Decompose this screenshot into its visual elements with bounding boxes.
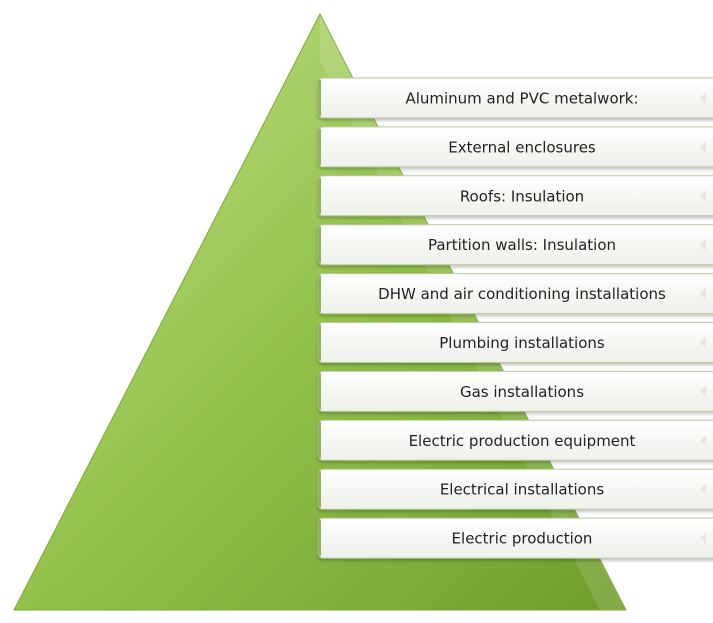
item-list: Aluminum and PVC metalwork: External encl… <box>317 77 713 559</box>
item-box-edge <box>318 80 321 116</box>
item-label: Aluminum and PVC metalwork: <box>405 90 638 108</box>
item-box-edge <box>318 471 321 508</box>
item-arrow <box>700 92 706 104</box>
item-label: Roofs: Insulation <box>460 187 584 205</box>
item-arrow <box>700 189 706 202</box>
item-arrow <box>700 287 706 300</box>
item-arrow <box>700 140 706 153</box>
item-box-edge <box>318 520 321 557</box>
item-label: External enclosures <box>448 138 596 156</box>
item-arrow <box>700 238 706 251</box>
item-label: Plumbing installations <box>439 334 605 352</box>
item-arrow <box>700 385 706 398</box>
item-label: Electrical installations <box>440 481 605 499</box>
item-box-edge <box>318 226 321 263</box>
item-arrow <box>700 434 706 447</box>
item-box-edge <box>318 422 321 459</box>
item-box-edge <box>318 177 321 214</box>
item-arrow <box>700 532 706 545</box>
item-label: DHW and air conditioning installations <box>378 285 666 303</box>
item-label: Partition walls: Insulation <box>428 236 616 254</box>
item-box-edge <box>318 373 321 410</box>
item-label: Gas installations <box>460 383 584 401</box>
item-arrow <box>700 483 706 496</box>
item-arrow <box>700 336 706 349</box>
item-box-edge <box>318 275 321 312</box>
item-box-edge <box>318 128 321 165</box>
item-label: Electric production <box>452 530 593 548</box>
item-box-edge <box>318 324 321 361</box>
item-label: Electric production equipment <box>409 432 636 450</box>
